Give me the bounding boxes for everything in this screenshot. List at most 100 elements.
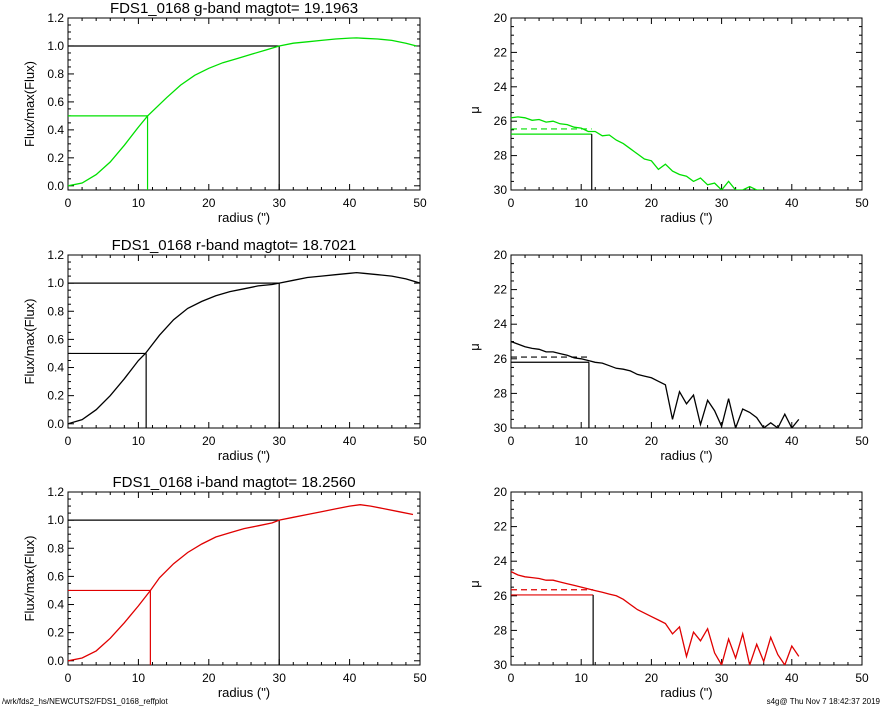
y-tick-label: 0.4 xyxy=(47,123,64,137)
series-line xyxy=(511,340,800,428)
x-tick-label: 50 xyxy=(855,196,869,210)
y-tick-label: 0.6 xyxy=(47,569,64,583)
x-tick-label: 30 xyxy=(715,671,729,685)
y-tick-label: 30 xyxy=(494,658,508,672)
y-tick-label: 26 xyxy=(494,589,508,603)
y-tick-label: 26 xyxy=(494,352,508,366)
x-tick-label: 50 xyxy=(413,196,427,210)
x-tick-label: 20 xyxy=(202,671,216,685)
x-tick-label: 30 xyxy=(273,671,287,685)
footer-timestamp: s4g@ Thu Nov 7 18:42:37 2019 xyxy=(767,697,881,706)
x-tick-label: 50 xyxy=(855,434,869,448)
y-tick-label: 0.6 xyxy=(47,332,64,346)
y-tick-label: 26 xyxy=(494,114,508,128)
series-line xyxy=(511,116,764,190)
y-tick-label: 24 xyxy=(494,554,508,568)
y-tick-label: 28 xyxy=(494,623,508,637)
y-tick-label: 1.0 xyxy=(47,39,64,53)
y-tick-label: 22 xyxy=(494,283,508,297)
y-tick-label: 1.0 xyxy=(47,276,64,290)
y-tick-label: 1.2 xyxy=(47,11,64,25)
x-tick-label: 50 xyxy=(413,434,427,448)
x-tick-label: 50 xyxy=(413,671,427,685)
x-tick-label: 10 xyxy=(132,671,146,685)
x-tick-label: 0 xyxy=(65,671,72,685)
x-tick-label: 40 xyxy=(343,671,357,685)
plot-frame xyxy=(510,254,863,429)
x-tick-label: 0 xyxy=(508,434,515,448)
chart-title: FDS1_0168 g-band magtot= 19.1963 xyxy=(110,0,358,17)
series-line xyxy=(68,504,414,662)
y-tick-label: 0.2 xyxy=(47,389,64,403)
x-tick-label: 20 xyxy=(645,671,659,685)
y-tick-label: 20 xyxy=(494,485,508,499)
plot-frame xyxy=(67,491,421,666)
x-tick-label: 20 xyxy=(202,434,216,448)
x-tick-label: 10 xyxy=(132,434,146,448)
x-tick-label: 20 xyxy=(645,434,659,448)
y-tick-label: 20 xyxy=(494,11,508,25)
y-tick-label: 0.2 xyxy=(47,151,64,165)
x-tick-label: 40 xyxy=(785,434,799,448)
x-tick-label: 10 xyxy=(132,196,146,210)
y-axis-label: μ xyxy=(467,343,482,351)
x-axis-label: radius (") xyxy=(218,210,270,225)
x-axis-label: radius (") xyxy=(660,210,712,225)
x-tick-label: 20 xyxy=(202,196,216,210)
x-tick-label: 30 xyxy=(715,196,729,210)
y-tick-label: 1.2 xyxy=(47,248,64,262)
series-line xyxy=(68,37,417,187)
y-axis-label: μ xyxy=(467,580,482,588)
plot-frame xyxy=(510,491,863,666)
x-tick-label: 10 xyxy=(575,671,589,685)
chart-title: FDS1_0168 i-band magtot= 18.2560 xyxy=(112,474,355,491)
x-tick-label: 30 xyxy=(273,196,287,210)
chart-panel-1: 0 10 20 30 40 50 0.0 0.2 0.4 0.6 0.8 1.0 1.2 radius (… xyxy=(22,0,427,225)
y-tick-label: 30 xyxy=(494,421,508,435)
x-tick-label: 0 xyxy=(65,434,72,448)
x-tick-label: 40 xyxy=(785,196,799,210)
series-line xyxy=(511,571,800,665)
y-tick-label: 0.8 xyxy=(47,67,64,81)
x-tick-label: 10 xyxy=(575,434,589,448)
y-axis-label: Flux/max(Flux) xyxy=(22,61,37,147)
plot-frame xyxy=(67,254,421,429)
y-tick-label: 1.2 xyxy=(47,485,64,499)
x-tick-label: 30 xyxy=(715,434,729,448)
y-tick-label: 0.0 xyxy=(47,179,64,193)
x-tick-label: 40 xyxy=(343,434,357,448)
footer-path: /wrk/fds2_hs/NEWCUTS2/FDS1_0168_reffplot xyxy=(2,697,168,706)
y-tick-label: 28 xyxy=(494,386,508,400)
y-tick-label: 22 xyxy=(494,520,508,534)
x-tick-label: 50 xyxy=(855,671,869,685)
x-axis-label: radius (") xyxy=(660,685,712,700)
chart-panel-3: 0 10 20 30 40 50 0.0 0.2 0.4 0.6 0.8 1.0 1.2 radius (… xyxy=(22,237,427,463)
x-tick-label: 20 xyxy=(645,196,659,210)
x-axis-label: radius (") xyxy=(218,685,270,700)
y-axis-label: Flux/max(Flux) xyxy=(22,299,37,385)
y-axis-label: μ xyxy=(467,106,482,114)
y-axis-label: Flux/max(Flux) xyxy=(22,536,37,622)
x-tick-label: 40 xyxy=(343,196,357,210)
y-tick-label: 0.4 xyxy=(47,598,64,612)
y-tick-label: 22 xyxy=(494,45,508,59)
y-tick-label: 0.4 xyxy=(47,361,64,375)
plot-frame xyxy=(510,17,863,191)
y-tick-label: 24 xyxy=(494,80,508,94)
y-tick-label: 0.8 xyxy=(47,541,64,555)
y-tick-label: 1.0 xyxy=(47,513,64,527)
y-tick-label: 0.0 xyxy=(47,654,64,668)
y-tick-label: 0.0 xyxy=(47,417,64,431)
x-tick-label: 0 xyxy=(508,196,515,210)
x-axis-label: radius (") xyxy=(660,448,712,463)
x-tick-label: 0 xyxy=(65,196,72,210)
y-tick-label: 24 xyxy=(494,317,508,331)
y-tick-label: 0.2 xyxy=(47,626,64,640)
y-tick-label: 0.6 xyxy=(47,95,64,109)
series-line xyxy=(68,271,420,425)
plot-frame xyxy=(67,17,421,191)
y-tick-label: 28 xyxy=(494,149,508,163)
